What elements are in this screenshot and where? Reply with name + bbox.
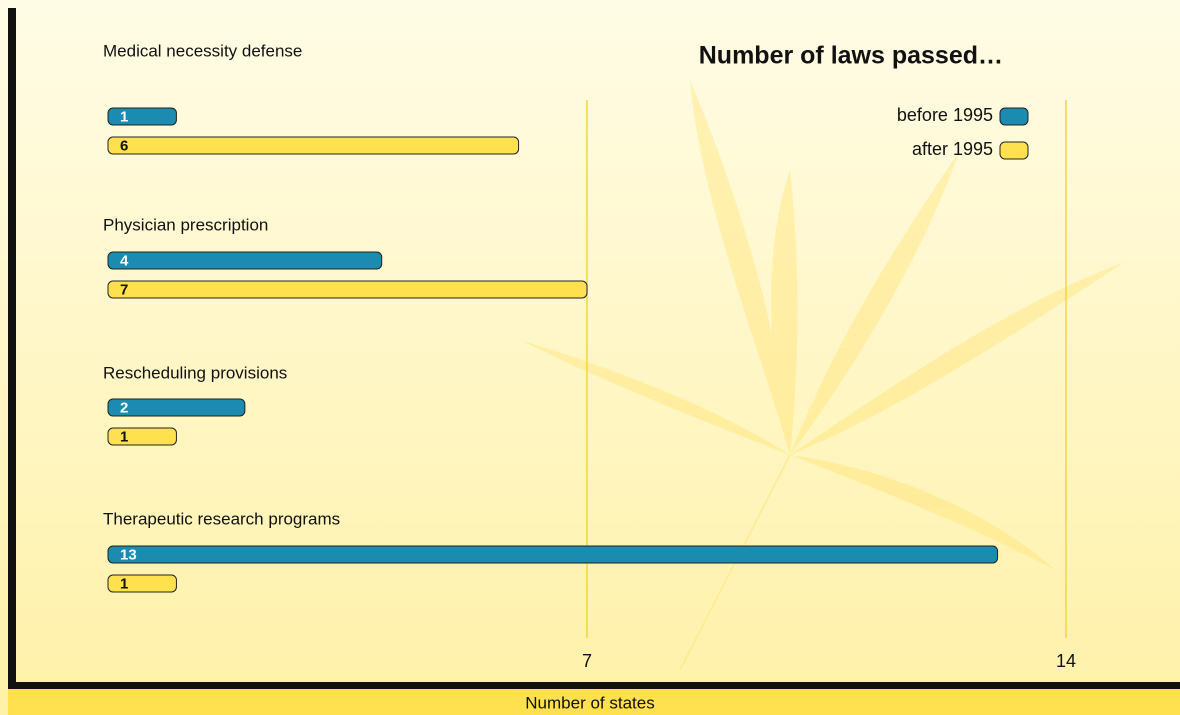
x-label-strip [8, 689, 1180, 715]
value-label: 1 [120, 575, 128, 592]
value-label: 1 [120, 428, 128, 445]
category-label: Medical necessity defense [103, 41, 302, 60]
legend-swatch [999, 141, 1029, 160]
x-tick-label: 14 [1056, 651, 1076, 671]
bottom-border [8, 682, 1180, 689]
leaf-decoration [520, 80, 1125, 671]
bar [107, 574, 177, 593]
category-label: Rescheduling provisions [103, 363, 287, 382]
x-axis-label: Number of states [525, 693, 654, 712]
left-border [8, 8, 16, 688]
bar [107, 545, 999, 564]
bar [107, 251, 383, 270]
value-label: 4 [120, 252, 129, 269]
bar [107, 280, 588, 299]
category-label: Therapeutic research programs [103, 509, 340, 528]
legend-label: before 1995 [897, 105, 993, 125]
legend-label: after 1995 [912, 139, 993, 159]
value-label: 2 [120, 399, 128, 416]
value-label: 13 [120, 546, 137, 563]
x-tick-label: 7 [582, 651, 592, 671]
value-label: 7 [120, 281, 128, 298]
category-label: Physician prescription [103, 215, 268, 234]
value-label: 6 [120, 137, 128, 154]
bar [107, 398, 246, 417]
value-label: 1 [120, 108, 128, 125]
legend-swatch [999, 107, 1029, 126]
bar [107, 427, 177, 446]
bar [107, 107, 177, 126]
chart-title: Number of laws passed… [699, 42, 1003, 70]
bar [107, 136, 520, 155]
